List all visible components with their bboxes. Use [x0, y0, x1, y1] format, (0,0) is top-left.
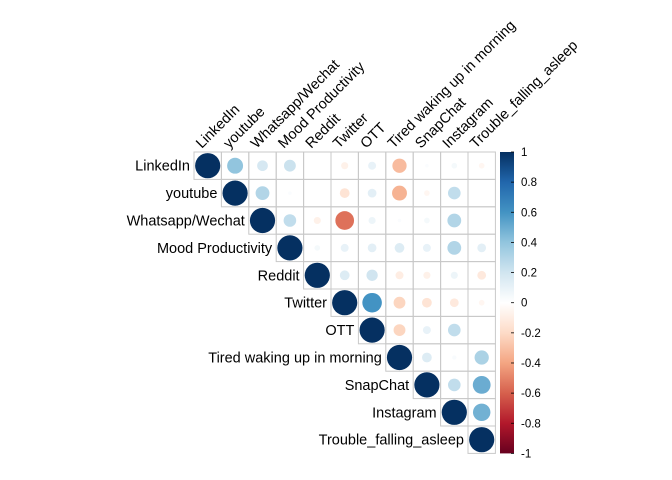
grid-layer: [193, 151, 496, 454]
corr-circle-1-1: [222, 180, 248, 206]
colorbar-gradient: [500, 152, 514, 454]
row-label: OTT: [325, 323, 354, 339]
corr-circle-7-8: [422, 352, 432, 363]
row-label: LinkedIn: [135, 159, 190, 175]
row-label: Instagram: [372, 405, 436, 421]
corr-circle-2-9: [447, 213, 462, 228]
corr-circle-0-1: [227, 157, 244, 174]
corr-circle-9-10: [472, 403, 491, 422]
corr-circle-1-9: [448, 186, 461, 200]
corr-circle-6-6: [359, 317, 385, 343]
colorbar-tick-label: -0.2: [521, 328, 541, 340]
corr-circle-3-9: [447, 241, 462, 255]
colorbar-tick-label: 0.2: [521, 268, 537, 280]
corr-circle-10-10: [469, 427, 495, 453]
corr-circle-2-4: [313, 216, 321, 225]
colorbar: 1 0.8 0.6 0.4 0.2 0 -0.2 -0.4 -0.6 -0.8 -1: [500, 147, 541, 460]
grid-cell-1-4: [303, 178, 332, 208]
corr-circle-7-10: [474, 350, 489, 365]
corr-circle-1-7: [392, 185, 407, 201]
row-label: Twitter: [284, 296, 327, 312]
corr-circle-3-10: [477, 243, 487, 253]
corr-circle-0-10: [478, 162, 485, 169]
corr-circle-3-5: [340, 243, 349, 252]
colorbar-tick-label: -1: [521, 448, 531, 460]
colorbar-tick-label: -0.4: [521, 358, 541, 370]
colorbar-tick-label: 0.8: [521, 177, 537, 189]
corr-circle-0-9: [451, 162, 458, 169]
corr-circle-4-9: [450, 271, 458, 279]
corr-circle-0-6: [368, 161, 377, 170]
corr-circle-5-9: [449, 298, 459, 308]
grid-cell-6-10: [467, 315, 496, 345]
corr-circle-3-7: [394, 243, 405, 253]
colorbar-tick-label: 0: [521, 298, 527, 310]
circle-layer: [195, 153, 495, 453]
corr-circle-8-8: [414, 372, 440, 398]
corr-circle-2-6: [368, 216, 376, 225]
corr-circle-0-0: [195, 153, 221, 179]
corr-circle-6-9: [448, 323, 461, 337]
colorbar-tick-label: -0.6: [521, 388, 541, 400]
corr-circle-4-4: [304, 262, 330, 288]
corr-circle-2-8: [424, 217, 430, 224]
row-label: Trouble_falling_asleep: [319, 433, 464, 449]
corr-circle-0-7: [392, 158, 407, 173]
corr-circle-7-7: [386, 344, 413, 371]
corr-circle-6-7: [393, 324, 406, 337]
corr-circle-2-3: [283, 214, 297, 227]
corr-circle-4-7: [395, 271, 404, 280]
corr-circle-7-9: [452, 355, 457, 360]
grid-cell-1-10: [467, 178, 496, 208]
corr-circle-1-2: [255, 186, 270, 201]
corr-circle-1-3: [288, 191, 292, 195]
corr-circle-0-2: [257, 160, 268, 172]
corr-circle-3-4: [314, 245, 321, 251]
corr-circle-3-8: [422, 243, 431, 252]
row-label: Whatsapp/Wechat: [127, 214, 245, 230]
row-label: SnapChat: [345, 378, 410, 394]
corr-circle-5-8: [422, 297, 432, 308]
corr-circle-4-6: [366, 269, 378, 281]
row-label: Tired waking up in morning: [208, 351, 382, 367]
corr-circle-2-5: [335, 211, 355, 230]
corr-circle-5-6: [362, 292, 382, 313]
corr-circle-1-5: [339, 188, 350, 198]
corr-circle-4-10: [477, 270, 487, 280]
colorbar-tick-label: 0.6: [521, 207, 537, 219]
corr-circle-5-10: [478, 299, 485, 306]
colorbar-tick-label: -0.8: [521, 418, 541, 430]
corr-circle-2-2: [249, 207, 276, 234]
corr-circle-3-6: [367, 243, 377, 253]
corr-circle-8-10: [472, 375, 491, 394]
corr-circle-5-5: [332, 290, 358, 316]
corr-circle-3-3: [277, 235, 303, 261]
colorbar-tick-label: 0.4: [521, 237, 538, 249]
colorbar-tick-label: 1: [521, 147, 527, 159]
corr-circle-2-7: [397, 218, 402, 223]
corr-circle-8-9: [448, 378, 461, 392]
row-label: Mood Productivity: [157, 241, 273, 257]
row-labels: LinkedIn youtube Whatsapp/Wechat Mood Produ…: [127, 159, 464, 449]
corr-circle-1-6: [367, 188, 377, 198]
grid-cell-10-10: [467, 425, 496, 454]
row-label: Reddit: [258, 268, 300, 284]
corr-circle-0-3: [283, 159, 296, 172]
corr-circle-9-9: [441, 399, 467, 425]
row-label: youtube: [166, 186, 218, 202]
corr-circle-1-8: [424, 190, 430, 196]
grid-cell-0-4: [303, 151, 332, 180]
corr-circle-4-8: [423, 271, 431, 279]
grid-cell-2-10: [467, 206, 496, 235]
corr-circle-6-8: [422, 326, 431, 335]
corr-circle-0-5: [341, 162, 349, 170]
corr-circle-0-8: [425, 163, 429, 168]
corr-circle-4-5: [339, 270, 350, 281]
corr-circle-5-7: [393, 296, 406, 309]
